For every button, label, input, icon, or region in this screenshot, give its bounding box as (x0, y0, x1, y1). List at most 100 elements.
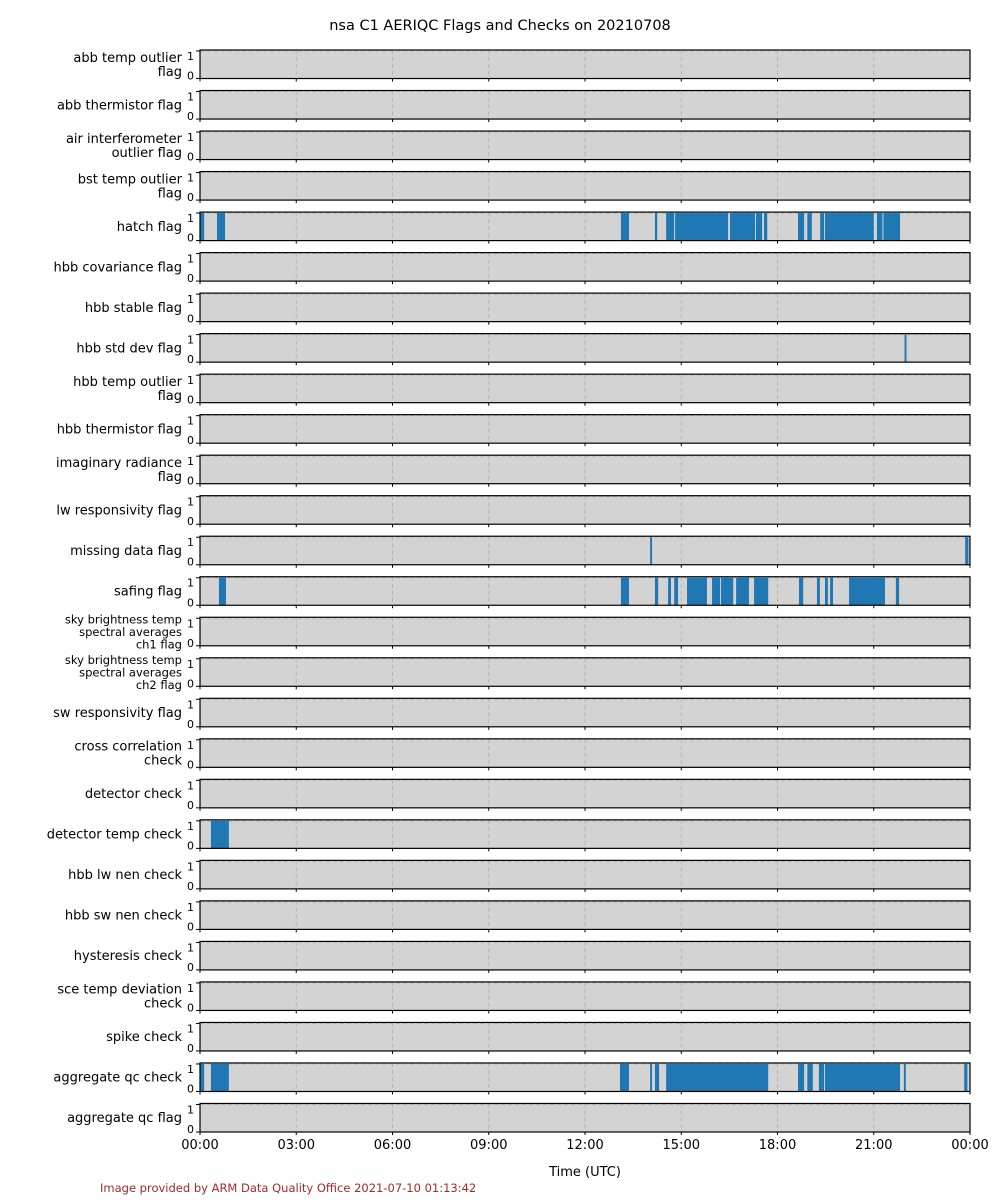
panel-aggregate-qc-check: 1 0 aggregate qc check (53, 1062, 971, 1095)
y-tick-label: 1 (187, 415, 194, 428)
panel-label-line: detector check (85, 787, 183, 802)
panel-label: aggregate qc check (53, 1071, 182, 1086)
y-tick-label: 0 (187, 110, 194, 123)
panel-label-line: hbb covariance flag (54, 260, 182, 275)
y-tick-label: 1 (187, 982, 194, 995)
panel-label-line: hbb thermistor flag (57, 422, 182, 437)
y-tick-label: 0 (187, 272, 194, 285)
panel-label-line: ch1 flag (136, 638, 182, 652)
panel-label: safing flag (114, 585, 182, 600)
y-tick-label: 1 (187, 901, 194, 914)
flag-bar (687, 577, 707, 606)
panel-cross-correlation-check: 1 0 cross correlation check (74, 738, 971, 771)
x-tick-label: 03:00 (278, 1138, 315, 1153)
x-tick-label: 18:00 (759, 1138, 796, 1153)
flag-bar (650, 537, 653, 565)
panel-imaginary-radiance-flag: 1 0 imaginary radiance flag (56, 454, 971, 488)
y-tick-label: 1 (187, 131, 194, 144)
panel-frame (199, 89, 971, 120)
flag-bar (712, 577, 721, 606)
y-tick-label: 1 (187, 658, 194, 671)
x-tick-label: 00:00 (181, 1138, 218, 1153)
panel-label: hbb lw nen check (68, 868, 182, 883)
y-tick-label: 1 (187, 820, 194, 833)
y-tick-label: 0 (187, 515, 194, 528)
panel-label-line: spectral averages (79, 666, 182, 680)
panel-label: abb thermistor flag (57, 98, 182, 113)
flag-bar (210, 820, 229, 849)
panel-lw-responsivity-flag: 1 0 lw responsivity flag (56, 495, 971, 528)
panel-label-line: flag (158, 65, 182, 80)
x-tick-label: 21:00 (855, 1138, 892, 1153)
flag-bar (816, 577, 820, 606)
panel-sky-brightness-temp-spectral-averages-ch1-flag: 1 0 sky brightness temp spectral averages ch… (65, 613, 971, 652)
flag-bar (675, 213, 729, 241)
flag-bar (730, 213, 756, 241)
panel-bst-temp-outlier-flag: 1 0 bst temp outlier flag (78, 170, 971, 204)
y-tick-label: 1 (187, 253, 194, 266)
y-tick-label: 0 (187, 596, 194, 609)
flag-bar (824, 213, 874, 241)
panel-label-line: hysteresis check (74, 949, 183, 964)
flag-bar (820, 213, 825, 241)
panel-frame (199, 657, 971, 687)
flag-bar (818, 1063, 825, 1092)
y-tick-label: 1 (187, 374, 194, 387)
panel-sce-temp-deviation-check: 1 0 sce temp deviation check (57, 981, 971, 1014)
panel-label-line: hbb temp outlier (73, 375, 183, 390)
panel-label: detector temp check (47, 828, 183, 843)
y-tick-label: 1 (187, 577, 194, 590)
flag-bar (721, 577, 734, 606)
panel-label: hbb stable flag (85, 301, 182, 316)
x-tick-label: 06:00 (374, 1138, 411, 1153)
y-tick-label: 1 (187, 779, 194, 792)
panel-label-line: spectral averages (79, 625, 182, 639)
panel-label-line: hbb lw nen check (68, 868, 182, 883)
y-tick-label: 0 (187, 961, 194, 974)
panel-label: spike check (106, 1030, 182, 1045)
panel-frame (199, 778, 971, 809)
panel-label: sky brightness temp spectral averages ch1 … (65, 613, 182, 652)
flag-bar (736, 577, 749, 606)
y-tick-label: 0 (187, 232, 194, 245)
x-tick-label: 12:00 (566, 1138, 603, 1153)
panel-label-line: air interferometer (66, 132, 183, 147)
panel-hbb-covariance-flag: 1 0 hbb covariance flag (54, 251, 971, 285)
y-tick-label: 0 (187, 839, 194, 852)
y-tick-label: 0 (187, 556, 194, 569)
y-tick-label: 1 (187, 1022, 194, 1035)
panel-label-line: lw responsivity flag (56, 503, 182, 518)
flag-bar (798, 213, 805, 241)
panel-safing-flag: 1 0 safing flag (114, 576, 971, 609)
y-tick-label: 1 (187, 698, 194, 711)
y-tick-label: 0 (187, 394, 194, 407)
flag-bar (650, 1063, 653, 1092)
credit-text: Image provided by ARM Data Quality Offic… (100, 1181, 476, 1195)
flag-bar (807, 213, 812, 241)
flag-bar (903, 1063, 906, 1092)
y-tick-label: 1 (187, 50, 194, 63)
panel-label-line: hbb std dev flag (76, 341, 182, 356)
panel-abb-thermistor-flag: 1 0 abb thermistor flag (57, 89, 971, 123)
y-tick-label: 0 (187, 313, 194, 326)
flag-bar (666, 213, 675, 241)
y-tick-label: 0 (187, 637, 194, 650)
panel-label-line: hatch flag (117, 220, 182, 235)
y-tick-label: 1 (187, 1103, 194, 1116)
panel-hysteresis-check: 1 0 hysteresis check (74, 940, 971, 974)
panel-aggregate-qc-flag: 1 0 aggregate qc flag (67, 1102, 971, 1136)
flag-bar (965, 537, 969, 565)
panel-hbb-lw-nen-check: 1 0 hbb lw nen check (68, 859, 971, 893)
flag-bar (200, 213, 205, 241)
panel-hbb-thermistor-flag: 1 0 hbb thermistor flag (57, 414, 971, 447)
y-tick-label: 1 (187, 455, 194, 468)
panel-label: lw responsivity flag (56, 503, 182, 518)
y-tick-label: 0 (187, 1042, 194, 1055)
flag-bar (830, 577, 834, 606)
panel-label-line: check (144, 754, 183, 769)
y-tick-label: 1 (187, 941, 194, 954)
panel-sw-responsivity-flag: 1 0 sw responsivity flag (53, 697, 971, 731)
y-tick-label: 1 (187, 172, 194, 185)
panel-label: hbb std dev flag (76, 341, 182, 356)
flag-bar (904, 334, 907, 363)
